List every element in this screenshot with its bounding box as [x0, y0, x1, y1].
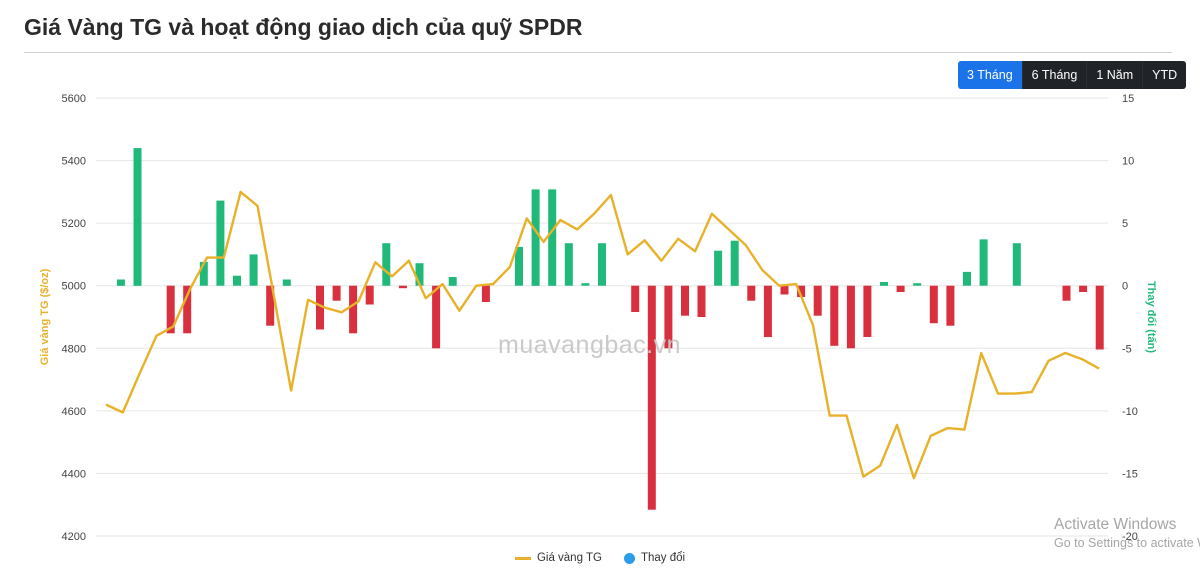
windows-activation-subtitle: Go to Settings to activate Windows. [1054, 536, 1200, 550]
change-bar[interactable] [116, 279, 125, 286]
change-bar[interactable] [1012, 243, 1021, 286]
legend-label-change: Thay đổi [640, 552, 686, 564]
change-bar[interactable] [747, 285, 756, 301]
change-bar[interactable] [780, 285, 789, 295]
change-bar[interactable] [432, 285, 441, 349]
legend: Giá vàng TG Thay đổi [0, 552, 1200, 564]
change-bar[interactable] [216, 200, 225, 286]
change-bar[interactable] [415, 263, 424, 286]
change-bar[interactable] [913, 283, 922, 286]
change-bar[interactable] [1079, 285, 1088, 292]
change-bars [116, 148, 1104, 510]
change-bar[interactable] [664, 285, 673, 349]
right-tick-label: 0 [1122, 281, 1128, 293]
change-bar[interactable] [631, 285, 640, 312]
page-title: Giá Vàng TG và hoạt động giao dịch của q… [24, 14, 583, 40]
change-bar[interactable] [349, 285, 358, 334]
change-bar[interactable] [316, 285, 324, 330]
left-tick-label: 4400 [62, 468, 86, 480]
change-bar[interactable] [332, 285, 341, 301]
range-button-group: 3 Tháng 6 Tháng 1 Năm YTD [958, 61, 1187, 89]
change-bar[interactable] [266, 285, 275, 326]
change-bar[interactable] [531, 189, 540, 286]
windows-activation-title: Activate Windows [1054, 516, 1177, 533]
change-bar[interactable] [481, 285, 490, 302]
change-bar[interactable] [896, 285, 905, 292]
left-tick-label: 5400 [62, 156, 86, 168]
change-bar[interactable] [946, 285, 955, 326]
left-tick-label: 5600 [62, 93, 86, 105]
grid-lines [96, 97, 1108, 537]
left-tick-label: 4600 [62, 406, 86, 418]
windows-activation-notice: Activate Windows Go to Settings to activ… [1054, 515, 1200, 553]
change-bar[interactable] [249, 254, 258, 286]
change-bar[interactable] [929, 285, 938, 324]
range-1-year-button[interactable]: 1 Năm [1087, 61, 1144, 89]
dot-swatch-icon [623, 552, 635, 564]
change-bar[interactable] [581, 283, 590, 286]
line-swatch-icon [514, 556, 531, 560]
change-bar[interactable] [1062, 285, 1071, 301]
range-3-months-button[interactable]: 3 Tháng [958, 61, 1023, 89]
right-tick-label: 10 [1122, 156, 1134, 168]
change-bar[interactable] [1095, 285, 1104, 350]
right-tick-label: 5 [1122, 218, 1128, 230]
change-bar[interactable] [681, 285, 689, 316]
right-tick-label: -5 [1122, 343, 1132, 355]
price-line [105, 190, 1100, 480]
change-bar[interactable] [963, 271, 971, 286]
right-tick-label: -20 [1122, 531, 1138, 543]
left-tick-label: 5000 [62, 281, 86, 293]
change-bar[interactable] [730, 240, 739, 286]
legend-label-price: Giá vàng TG [536, 552, 602, 564]
right-axis-title: Thay đổi (tấn) [1145, 281, 1157, 353]
right-tick-label: -15 [1122, 468, 1138, 480]
left-axis-ticks: 5600 5400 5200 5000 4800 4600 4400 4200 [62, 93, 86, 543]
change-bar[interactable] [979, 239, 988, 286]
right-tick-label: -10 [1122, 406, 1138, 418]
change-bar[interactable] [697, 285, 706, 317]
range-ytd-button[interactable]: YTD [1143, 61, 1187, 89]
change-bar[interactable] [846, 285, 855, 349]
change-bar[interactable] [797, 285, 806, 297]
change-bar[interactable] [448, 277, 457, 286]
change-bar[interactable] [233, 275, 241, 286]
change-bar[interactable] [199, 261, 208, 286]
change-bar[interactable] [548, 189, 557, 286]
change-bar[interactable] [398, 285, 407, 289]
left-axis-title: Giá vàng TG ($/oz) [39, 268, 51, 365]
change-bar[interactable] [133, 148, 142, 286]
change-bar[interactable] [515, 246, 523, 286]
legend-item-price[interactable]: Giá vàng TG [514, 552, 602, 564]
change-bar[interactable] [183, 285, 192, 334]
watermark: muavangbac.vn [498, 331, 682, 359]
change-bar[interactable] [647, 285, 656, 510]
change-bar[interactable] [365, 285, 374, 305]
change-bar[interactable] [880, 282, 888, 286]
change-bar[interactable] [166, 285, 175, 334]
change-bar[interactable] [714, 250, 723, 286]
title-divider [24, 52, 1172, 53]
change-bar[interactable] [382, 243, 391, 286]
legend-item-change[interactable]: Thay đổi [623, 552, 686, 564]
left-tick-label: 4200 [62, 531, 86, 543]
change-bar[interactable] [830, 285, 839, 346]
change-bar[interactable] [564, 243, 573, 286]
change-bar[interactable] [282, 279, 291, 286]
range-6-months-button[interactable]: 6 Tháng [1022, 61, 1088, 89]
price-line-path[interactable] [105, 190, 1100, 480]
change-bar[interactable] [813, 285, 822, 316]
change-bar[interactable] [598, 243, 606, 286]
left-tick-label: 4800 [62, 343, 86, 355]
right-axis-ticks: 15 10 5 0 -5 -10 -15 -20 [1122, 93, 1138, 543]
right-tick-label: 15 [1122, 93, 1134, 105]
change-bar[interactable] [863, 285, 872, 337]
left-tick-label: 5200 [62, 218, 86, 230]
change-bar[interactable] [763, 285, 772, 337]
